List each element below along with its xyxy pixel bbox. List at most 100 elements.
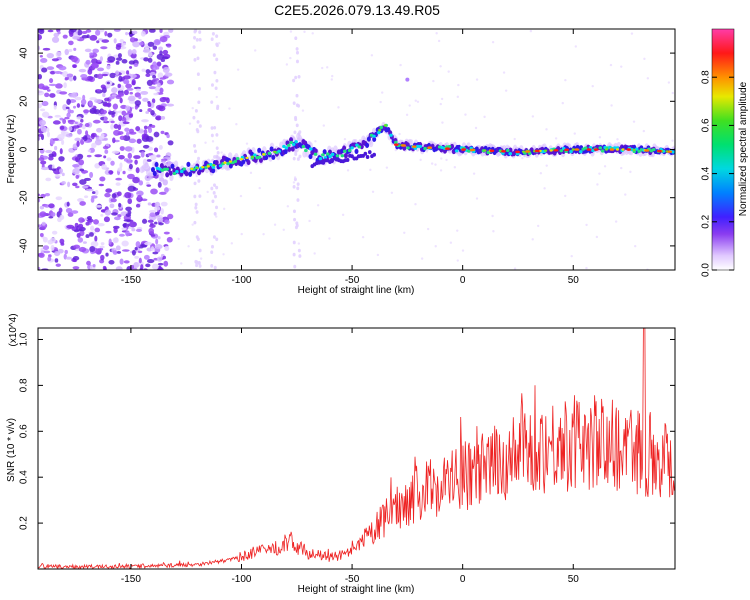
- noise-blob: [85, 234, 90, 239]
- background-speck: [292, 181, 296, 184]
- noise-streak-blob: [211, 31, 215, 36]
- background-speck: [301, 109, 305, 112]
- noise-blob: [67, 212, 74, 217]
- ridge-peak: [525, 150, 530, 153]
- background-speck: [408, 104, 411, 107]
- snr-x-ticks: -150 -100 -50 0 50: [121, 328, 579, 585]
- noise-blob: [48, 216, 54, 219]
- background-speck: [456, 259, 459, 262]
- noise-blob: [104, 209, 112, 216]
- noise-blob: [59, 125, 65, 130]
- noise-blob: [51, 36, 60, 43]
- ridge-core: [172, 171, 177, 176]
- noise-streak-blob: [195, 260, 199, 264]
- noise-blob: [147, 127, 153, 134]
- noise-blob: [146, 258, 155, 264]
- noise-blob: [166, 43, 172, 48]
- noise-blob: [159, 50, 163, 56]
- noise-blob: [134, 255, 139, 259]
- ridge-blob: [257, 147, 262, 153]
- ridge-core: [182, 167, 187, 171]
- ridge-blob: [322, 149, 327, 155]
- background-speck: [414, 99, 417, 102]
- noise-streak-blob: [210, 37, 214, 42]
- noise-blob: [135, 88, 141, 92]
- colorbar-gradient: [711, 28, 735, 271]
- noise-blob: [105, 230, 112, 234]
- snr-x-label: Height of straight line (km): [298, 584, 415, 595]
- noise-blob: [100, 242, 105, 246]
- noise-blob: [110, 120, 115, 124]
- noise-blob: [95, 29, 101, 36]
- noise-blob: [91, 191, 96, 195]
- noise-blob: [122, 170, 126, 175]
- noise-streak-blob: [297, 75, 301, 79]
- noise-blob: [71, 210, 79, 214]
- noise-streak-blob: [216, 106, 220, 111]
- noise-blob: [143, 128, 148, 135]
- ridge-core: [394, 140, 398, 144]
- noise-blob: [143, 57, 149, 62]
- noise-blob: [115, 70, 120, 76]
- colorbar-label: Normalized spectral amplitude: [738, 81, 749, 216]
- noise-streak-blob: [298, 154, 302, 159]
- ridge-bright: [262, 153, 266, 156]
- noise-blob: [38, 157, 45, 162]
- background-speck: [434, 245, 437, 248]
- noise-blob: [123, 260, 130, 264]
- background-speck: [230, 242, 234, 245]
- background-speck: [285, 63, 289, 66]
- noise-streak-blob: [195, 210, 199, 214]
- background-speck: [228, 107, 231, 110]
- ridge-core: [569, 149, 573, 154]
- ridge-core: [328, 154, 332, 159]
- ridge-peak: [657, 149, 662, 153]
- noise-blob: [160, 58, 166, 62]
- background-speck: [629, 170, 632, 174]
- isolated-blob: [405, 77, 410, 82]
- background-speck: [570, 254, 573, 258]
- ridge-halo: [141, 165, 146, 173]
- noise-blob: [44, 204, 50, 208]
- ridge-core: [379, 125, 384, 129]
- noise-blob: [118, 155, 125, 160]
- noise-blob: [54, 250, 61, 257]
- ridge-peak: [564, 148, 570, 152]
- background-speck: [289, 56, 292, 60]
- y-tick-label: 0: [19, 146, 30, 152]
- noise-blob: [38, 193, 41, 197]
- noise-blob: [162, 66, 170, 73]
- noise-blob: [140, 30, 146, 37]
- noise-blob: [40, 58, 48, 63]
- ridge-core: [235, 156, 240, 161]
- noise-blob: [86, 75, 94, 81]
- noise-blob: [77, 237, 84, 243]
- noise-streak-blob: [294, 152, 298, 156]
- ridge-peak: [461, 148, 467, 151]
- background-speck: [614, 220, 618, 223]
- noise-blob: [40, 160, 47, 165]
- noise-blob: [68, 93, 75, 98]
- ridge-bright: [250, 155, 255, 158]
- noise-blob: [127, 95, 136, 102]
- background-speck: [204, 141, 207, 144]
- noise-blob: [46, 127, 50, 133]
- noise-blob: [106, 81, 110, 85]
- noise-blob: [57, 134, 65, 141]
- noise-blob: [106, 82, 111, 89]
- noise-blob: [115, 245, 121, 251]
- noise-blob: [117, 83, 121, 89]
- noise-blob: [134, 100, 141, 106]
- background-speck: [399, 63, 402, 67]
- background-speck: [574, 45, 578, 48]
- ridge-bright: [239, 157, 244, 161]
- noise-streak-blob: [192, 45, 196, 49]
- noise-blob: [48, 83, 57, 87]
- noise-streak-blob: [293, 264, 297, 269]
- noise-streak-blob: [295, 50, 299, 55]
- noise-blob: [38, 136, 41, 141]
- background-speck: [371, 190, 375, 193]
- noise-streak-blob: [193, 194, 197, 199]
- ridge-core: [372, 134, 376, 138]
- noise-blob: [53, 104, 57, 110]
